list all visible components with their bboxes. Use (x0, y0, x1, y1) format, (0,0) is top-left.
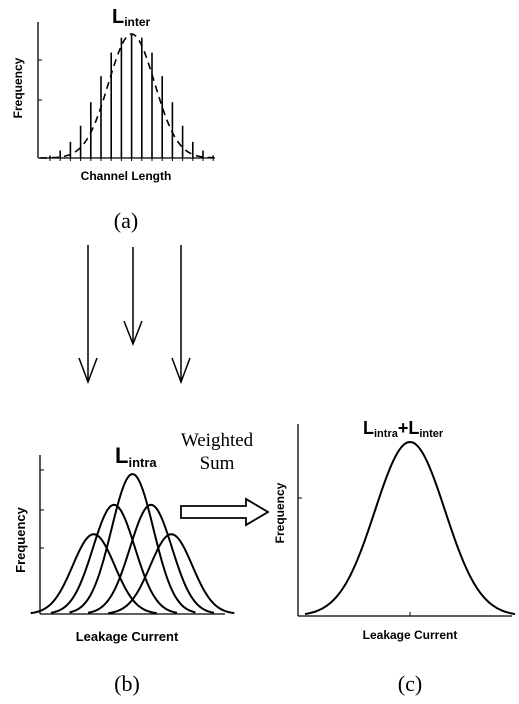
panel-c: Lintra+Linter Frequency Leakage Current … (273, 418, 516, 696)
down-arrow-right (171, 245, 191, 385)
panel-c-label-a-main: L (363, 418, 374, 438)
panel-c-plus: + (398, 418, 409, 438)
panel-b-curve (30, 533, 157, 615)
weighted-sum-line2: Sum (200, 453, 235, 474)
panel-c-caption: (c) (398, 671, 422, 696)
down-arrow-left (78, 245, 98, 385)
weighted-sum-line1: Weighted (181, 430, 254, 451)
panel-c-xlabel: Leakage Current (363, 628, 458, 642)
panel-b-curve (50, 503, 178, 614)
panel-c-label-b-sub: inter (419, 428, 444, 440)
panel-b-label-sub: intra (128, 455, 157, 470)
panel-a-envelope (39, 33, 215, 159)
panel-b-curves (30, 472, 235, 615)
panel-b-xlabel: Leakage Current (76, 629, 179, 644)
panel-b-curve (87, 503, 215, 614)
panel-c-ylabel: Frequency (273, 482, 287, 543)
panel-b-label-main: L (115, 443, 128, 468)
panel-b: Lintra Frequency Leakage Current (b) (13, 443, 235, 696)
panel-b-curve (108, 533, 235, 615)
panel-c-ticks (298, 497, 411, 616)
panel-a-ylabel: Frequency (11, 57, 25, 118)
panel-a-label-sub: inter (124, 15, 150, 29)
panel-b-ylabel: Frequency (13, 506, 28, 573)
panel-a-label-main: L (112, 6, 124, 28)
down-arrow-middle (123, 247, 143, 347)
panel-b-ticks (40, 469, 44, 549)
panel-b-label: Lintra (115, 443, 157, 470)
panel-a-label: Linter (112, 6, 151, 29)
panel-a-ticks (38, 59, 214, 161)
panel-a: Linter Frequency Channel Length (a) (11, 6, 215, 233)
panel-a-stems (49, 34, 214, 158)
panel-a-xlabel: Channel Length (81, 169, 172, 183)
weighted-sum: Weighted Sum (180, 430, 270, 527)
weighted-sum-arrow (180, 497, 270, 527)
panel-b-curve (69, 472, 196, 614)
panel-c-label-b-main: L (408, 418, 419, 438)
panel-c-curve (304, 440, 516, 616)
panel-b-caption: (b) (114, 671, 140, 696)
panel-a-caption: (a) (114, 208, 138, 233)
down-arrows (78, 245, 191, 385)
panel-c-label: Lintra+Linter (363, 418, 444, 440)
panel-c-label-a-sub: intra (374, 428, 399, 440)
